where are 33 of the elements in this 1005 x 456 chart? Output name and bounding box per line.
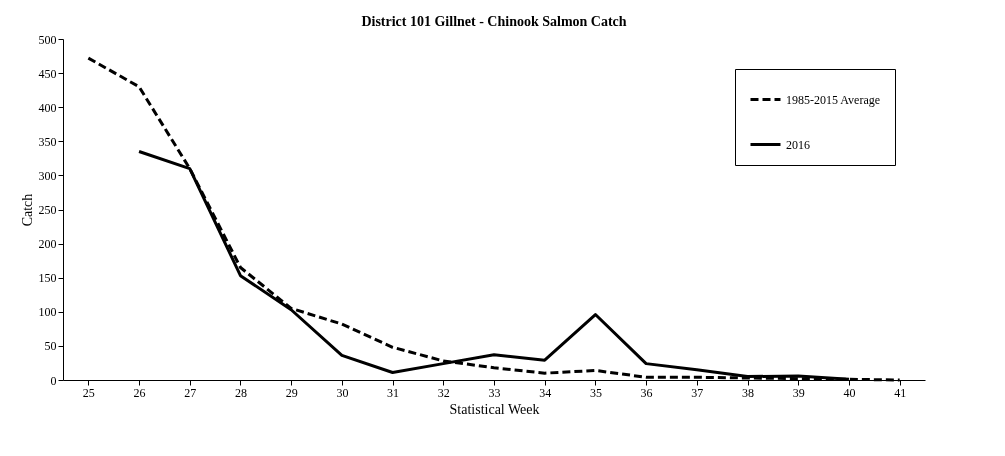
y-tick-label: 300 bbox=[38, 168, 57, 183]
x-tick-label: 29 bbox=[285, 385, 298, 400]
x-tick-label: 39 bbox=[792, 385, 805, 400]
x-axis-title: Statistical Week bbox=[449, 401, 540, 417]
y-tick-label: 450 bbox=[38, 66, 57, 81]
chart-title: District 101 Gillnet - Chinook Salmon Catch bbox=[361, 14, 627, 29]
x-tick-label: 30 bbox=[336, 385, 349, 400]
y-tick-label: 500 bbox=[38, 32, 57, 47]
x-tick-label: 33 bbox=[488, 385, 501, 400]
y-tick-label: 200 bbox=[38, 237, 57, 252]
x-tick-label: 38 bbox=[742, 385, 755, 400]
x-tick-label: 32 bbox=[437, 385, 450, 400]
y-tick-label: 150 bbox=[38, 271, 57, 286]
x-tick-label: 26 bbox=[133, 385, 146, 400]
x-tick-label: 25 bbox=[82, 385, 95, 400]
x-tick-label: 40 bbox=[843, 385, 856, 400]
y-tick-label: 100 bbox=[38, 305, 57, 320]
x-tick-label: 36 bbox=[640, 385, 653, 400]
x-tick-label: 37 bbox=[691, 385, 704, 400]
legend-label: 1985-2015 Average bbox=[786, 92, 881, 107]
y-tick-label: 250 bbox=[38, 203, 57, 217]
x-tick-label: 31 bbox=[387, 385, 400, 400]
x-tick-label: 41 bbox=[894, 385, 907, 400]
x-tick-label: 35 bbox=[589, 385, 602, 400]
y-tick-label: 50 bbox=[44, 339, 57, 354]
y-tick-label: 350 bbox=[38, 134, 57, 149]
y-tick-label: 0 bbox=[50, 373, 57, 388]
y-axis-title: Catch bbox=[19, 193, 35, 227]
x-tick-label: 34 bbox=[539, 385, 552, 400]
x-tick-label: 27 bbox=[184, 385, 197, 400]
legend-label: 2016 bbox=[786, 137, 810, 152]
y-tick-label: 400 bbox=[38, 100, 57, 115]
x-tick-label: 28 bbox=[234, 385, 247, 400]
